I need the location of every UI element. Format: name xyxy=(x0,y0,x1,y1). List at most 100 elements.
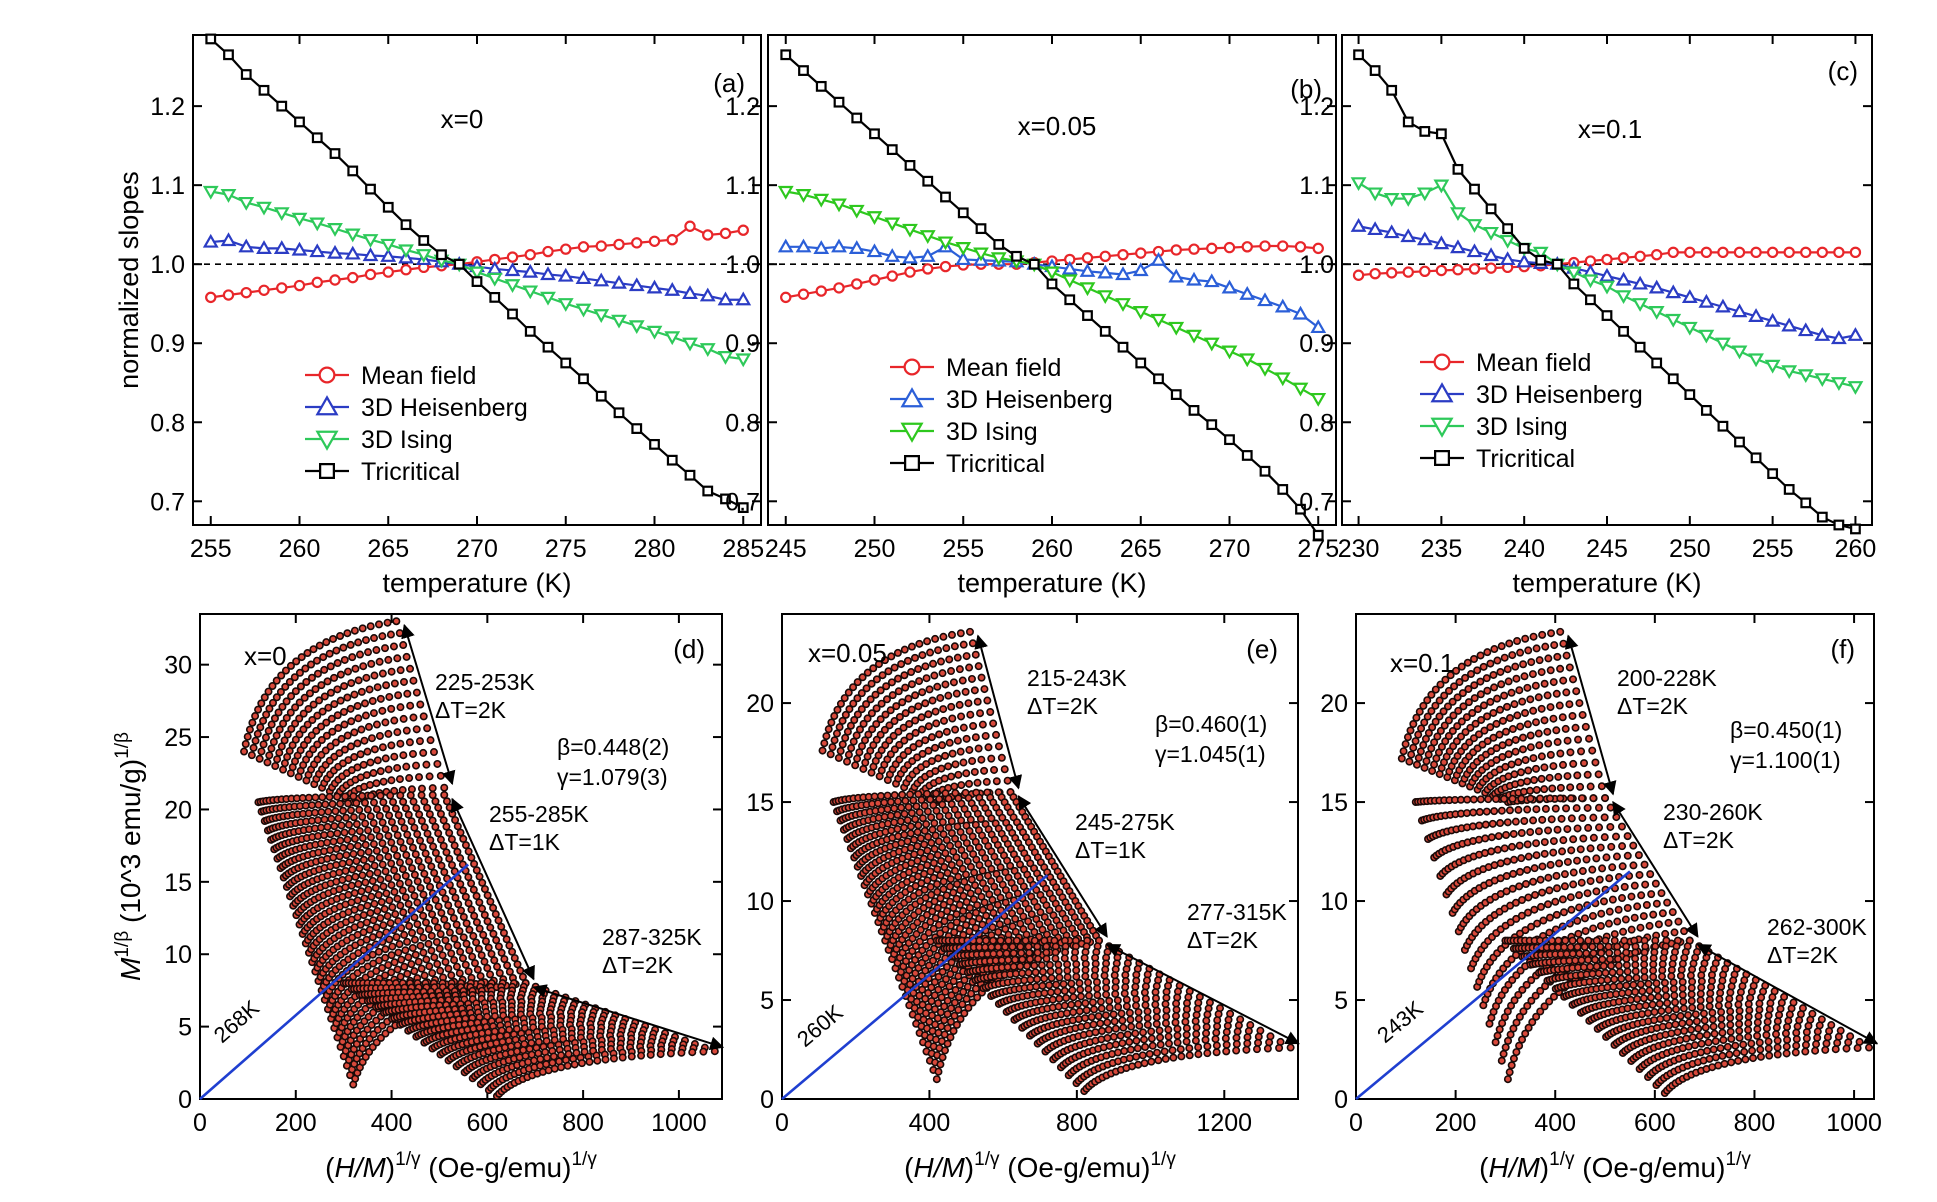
isotherm-point xyxy=(858,673,867,682)
legend-item: Mean field xyxy=(305,362,476,390)
isotherm-point xyxy=(1433,732,1442,741)
isotherm-point xyxy=(1553,738,1562,747)
isotherm-point xyxy=(305,750,314,759)
isotherm-point xyxy=(402,762,411,771)
isotherm-point xyxy=(1549,762,1558,771)
isotherm-point xyxy=(1126,1015,1135,1024)
isotherm-point xyxy=(1212,1028,1221,1037)
x-tick-label: 260 xyxy=(1031,535,1073,563)
isotherm-point xyxy=(448,809,457,818)
data-point xyxy=(362,234,379,248)
isotherm-point xyxy=(1466,723,1475,732)
data-point xyxy=(1717,420,1729,432)
data-point xyxy=(1665,313,1682,328)
data-point xyxy=(1748,353,1764,368)
isotherm-point xyxy=(938,669,947,678)
isotherm-point xyxy=(414,957,423,966)
isotherm-point xyxy=(907,642,916,651)
isotherm-point xyxy=(415,810,424,819)
isotherm-point xyxy=(1111,989,1120,998)
isotherm-point xyxy=(900,823,909,832)
isotherm-point xyxy=(1132,1001,1141,1010)
isotherm-point xyxy=(419,911,428,920)
isotherm-point xyxy=(1401,740,1410,749)
isotherm-point xyxy=(1591,758,1600,767)
data-point xyxy=(1452,163,1464,175)
data-point xyxy=(902,223,918,238)
isotherm-point xyxy=(1589,833,1598,842)
isotherm-point xyxy=(445,828,454,837)
isotherm-point xyxy=(1046,967,1055,976)
isotherm-point xyxy=(1511,735,1520,744)
data-point xyxy=(831,198,847,213)
isotherm-point xyxy=(930,671,939,680)
isotherm-point xyxy=(1102,984,1111,993)
isotherm-point xyxy=(911,716,920,725)
isotherm-point xyxy=(897,660,906,669)
isotherm-point xyxy=(1051,954,1060,963)
isotherm-point xyxy=(1431,717,1440,726)
data-point xyxy=(1599,267,1615,282)
isotherm-point xyxy=(1414,753,1423,762)
isotherm-point xyxy=(1082,1006,1091,1015)
isotherm-point xyxy=(365,780,374,789)
isotherm-point xyxy=(1162,993,1171,1002)
isotherm-point xyxy=(303,649,312,658)
isotherm-point xyxy=(339,707,348,716)
isotherm-point xyxy=(968,639,977,648)
isotherm-point xyxy=(919,854,928,863)
label-text: (H/M) xyxy=(904,1152,974,1183)
isotherm-point xyxy=(248,718,257,727)
isotherm-point xyxy=(337,821,346,830)
data-point xyxy=(1294,241,1307,253)
isotherm-point xyxy=(398,865,407,874)
superscript: 1/β xyxy=(112,931,133,958)
isotherm-point xyxy=(357,887,366,896)
isotherm-point xyxy=(404,953,413,962)
data-point xyxy=(1367,187,1384,202)
isotherm-point xyxy=(1556,627,1565,636)
isotherm-point xyxy=(1037,961,1046,970)
isotherm-point xyxy=(399,677,408,686)
isotherm-curve xyxy=(863,837,1045,899)
isotherm-point xyxy=(1508,842,1517,851)
isotherm-point xyxy=(1573,771,1582,780)
data-point xyxy=(1698,329,1715,344)
isotherm-point xyxy=(880,812,889,821)
isotherm-point xyxy=(1072,966,1081,975)
isotherm-point xyxy=(1559,639,1568,648)
isotherm-point xyxy=(1523,865,1532,874)
isotherm-point xyxy=(834,753,843,762)
x-tick-label: 260 xyxy=(279,535,321,563)
x-tick-label: 1000 xyxy=(1826,1109,1882,1137)
isotherm-point xyxy=(918,814,927,823)
isotherm-point xyxy=(1545,794,1554,803)
data-point xyxy=(1650,249,1663,261)
isotherm-point xyxy=(987,864,996,873)
isotherm-point xyxy=(390,824,399,833)
isotherm-point xyxy=(1000,765,1009,774)
isotherm-point xyxy=(360,798,369,807)
isotherm-point xyxy=(893,797,902,806)
isotherm-point xyxy=(346,806,355,815)
isotherm-point xyxy=(973,697,982,706)
isotherm-point xyxy=(439,816,448,825)
isotherm-point xyxy=(381,825,390,834)
isotherm-point xyxy=(929,873,938,882)
isotherm-point xyxy=(459,834,468,843)
fit-line xyxy=(199,863,470,1100)
isotherm-point xyxy=(1508,794,1517,803)
data-point xyxy=(1750,452,1762,464)
label-part: M xyxy=(115,957,146,981)
data-point xyxy=(1168,268,1185,283)
isotherm-point xyxy=(1412,713,1421,722)
isotherm-point xyxy=(1025,955,1034,964)
data-point xyxy=(1764,312,1781,327)
isotherm-point xyxy=(461,892,470,901)
data-point xyxy=(309,217,326,232)
isotherm-point xyxy=(1055,973,1064,982)
isotherm-point xyxy=(934,920,943,929)
y-tick-label: 25 xyxy=(164,724,192,752)
data-point xyxy=(542,245,554,258)
isotherm-point xyxy=(379,777,388,786)
